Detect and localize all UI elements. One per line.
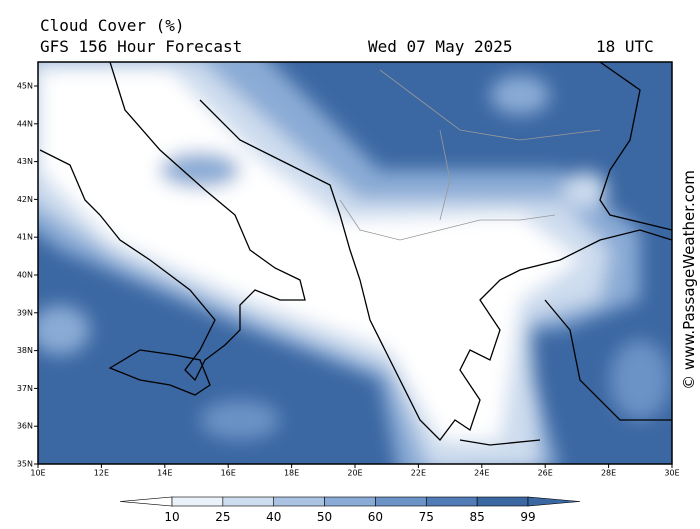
colorbar-label: 25 [215,510,230,524]
lat-label: 39N [17,308,33,317]
colorbar-label: 40 [266,510,281,524]
title: Cloud Cover (%) [40,16,185,35]
lon-label: 20E [347,469,362,478]
lon-label: 24E [474,469,489,478]
colorbar-segment [222,496,275,507]
lat-label: 42N [17,195,33,204]
lat-label: 43N [17,157,33,166]
colorbar-label: 85 [470,510,485,524]
lat-label: 44N [17,119,33,128]
forecast-time: 18 UTC [596,37,654,56]
lat-label: 38N [17,346,33,355]
forecast-date: Wed 07 May 2025 [368,37,513,56]
lon-label: 16E [221,469,236,478]
colorbar-segment [425,496,478,507]
lat-label: 41N [17,233,33,242]
lon-label: 12E [94,469,109,478]
lat-label: 40N [17,271,33,280]
colorbar-segment [171,496,224,507]
subtitle: GFS 156 Hour Forecast [40,37,242,56]
colorbar-segment [476,496,529,507]
cloud-field [38,62,672,464]
colorbar-segment [324,496,376,507]
lon-label: 26E [538,469,553,478]
lon-label: 14E [157,469,172,478]
colorbar: 10 25 40 50 60 75 85 99 [119,496,581,524]
colorbar-label: 10 [164,510,179,524]
colorbar-max [527,496,581,507]
lat-label: 36N [17,422,33,431]
colorbar-label: 99 [520,510,535,524]
colorbar-label: 50 [317,510,332,524]
lat-label: 37N [17,384,33,393]
lat-label: 45N [17,82,33,91]
lon-label: 30E [664,469,679,478]
colorbar-label: 60 [368,510,383,524]
lon-label: 18E [284,469,299,478]
lon-label: 22E [411,469,426,478]
watermark: © www.PassageWeather.com [680,170,698,390]
colorbar-label: 75 [419,510,434,524]
lon-label: 10E [30,469,45,478]
colorbar-segment [375,496,427,507]
map-ticks: 10E 12E 14E 16E 18E 20E 22E 24E 26E 28E 30E 45N 44N 4… [17,82,680,478]
colorbar-min [119,496,173,507]
lat-label: 35N [17,460,33,469]
lon-label: 28E [601,469,616,478]
colorbar-segment [273,496,325,507]
